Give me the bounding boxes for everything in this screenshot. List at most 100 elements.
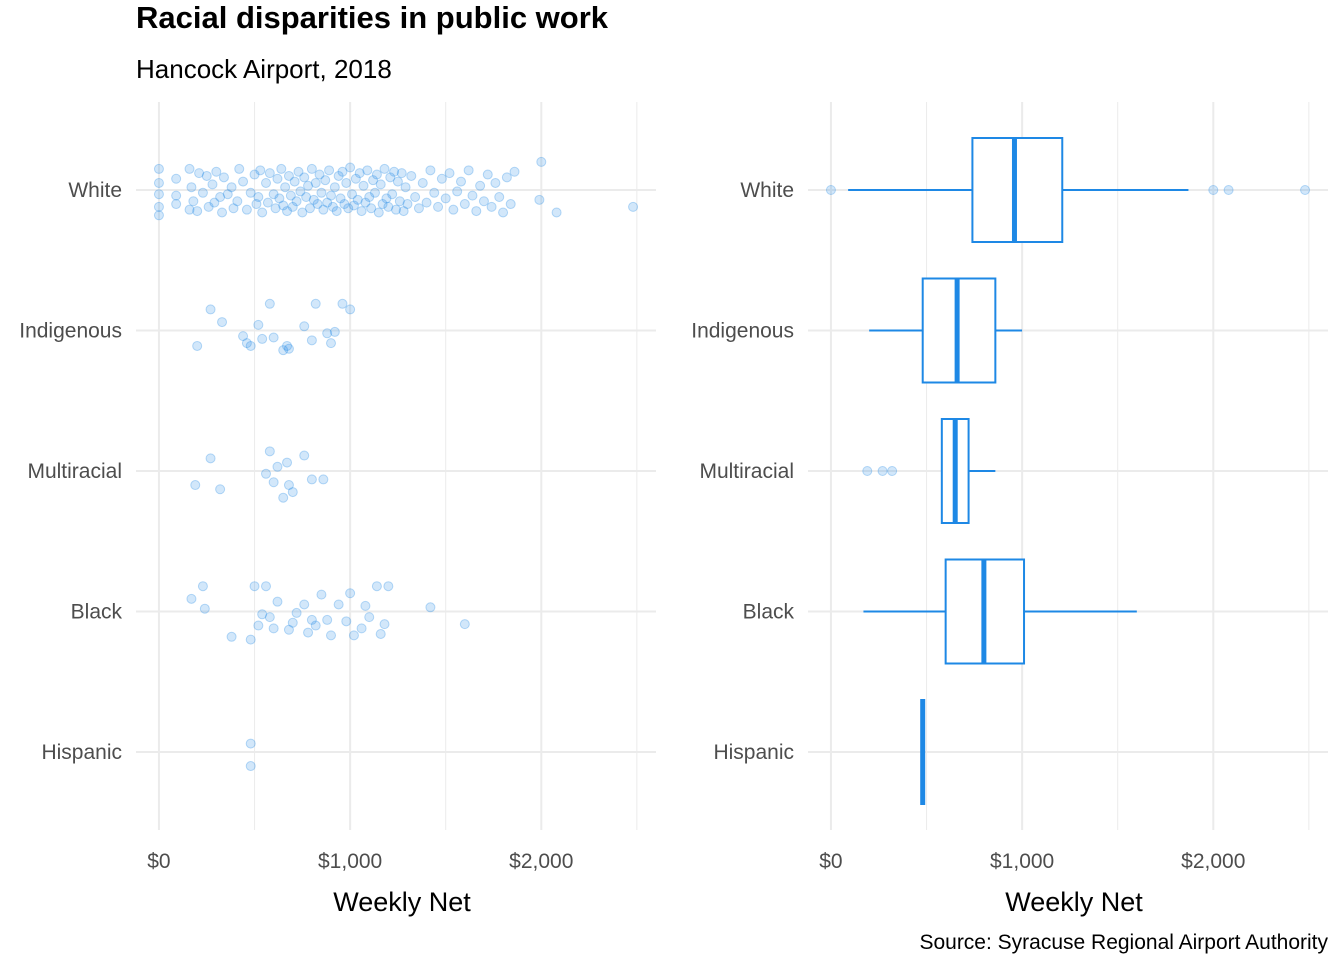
data-point xyxy=(467,190,478,201)
data-point xyxy=(303,180,314,191)
category-label: Indigenous xyxy=(691,320,794,343)
data-point xyxy=(348,630,359,641)
data-point xyxy=(190,480,201,491)
data-point xyxy=(283,170,294,181)
data-point xyxy=(335,193,346,204)
data-point xyxy=(326,190,336,201)
data-point xyxy=(322,614,333,625)
data-point xyxy=(433,201,444,212)
data-point xyxy=(251,199,262,210)
data-point xyxy=(283,480,294,491)
data-point xyxy=(299,321,310,332)
data-point xyxy=(171,199,182,210)
data-point xyxy=(153,189,164,200)
data-point xyxy=(536,156,547,167)
data-point xyxy=(245,761,256,772)
data-point xyxy=(348,200,359,211)
data-point xyxy=(379,163,390,174)
data-point xyxy=(345,162,356,173)
data-point xyxy=(274,193,285,204)
data-point xyxy=(306,335,317,346)
data-point xyxy=(306,614,317,625)
data-point xyxy=(377,199,388,210)
data-point xyxy=(282,206,293,217)
chart-title: Racial disparities in public work xyxy=(136,0,609,35)
data-point xyxy=(456,176,466,187)
category-label: Black xyxy=(71,601,123,624)
data-point xyxy=(253,319,264,330)
data-point xyxy=(199,603,210,614)
data-point xyxy=(326,338,336,349)
data-point xyxy=(257,609,268,620)
category-label: White xyxy=(68,179,122,202)
data-point xyxy=(245,187,256,198)
data-point xyxy=(354,168,365,179)
category-label: Black xyxy=(743,601,795,624)
data-point xyxy=(482,169,493,180)
data-point xyxy=(153,210,164,221)
data-point xyxy=(316,589,327,600)
data-point xyxy=(345,588,356,599)
data-point xyxy=(471,206,482,217)
data-point xyxy=(347,189,358,200)
chart-caption: Source: Syracuse Regional Airport Author… xyxy=(919,931,1328,954)
data-point xyxy=(375,628,386,639)
data-point xyxy=(238,176,249,187)
data-point xyxy=(245,340,256,351)
data-point xyxy=(392,176,403,187)
data-point xyxy=(184,204,195,215)
x-tick-label: $1,000 xyxy=(990,850,1054,873)
x-axis-title: Weekly Net xyxy=(333,887,471,917)
data-point xyxy=(282,340,293,351)
data-point xyxy=(249,581,260,592)
data-point xyxy=(222,189,233,200)
data-point xyxy=(475,180,486,191)
data-point xyxy=(278,200,289,211)
data-point xyxy=(278,345,289,356)
data-point xyxy=(207,179,218,190)
data-point xyxy=(192,340,203,351)
data-point xyxy=(192,206,203,217)
box-outlier xyxy=(825,185,836,195)
data-point xyxy=(324,165,335,176)
data-point xyxy=(387,189,398,200)
chart-subtitle: Hancock Airport, 2018 xyxy=(136,54,392,84)
data-point xyxy=(280,182,291,193)
data-point xyxy=(186,182,197,193)
data-point xyxy=(425,165,436,176)
data-point xyxy=(186,593,197,604)
data-point xyxy=(261,468,271,479)
data-point xyxy=(264,168,275,179)
data-point xyxy=(440,193,451,204)
data-point xyxy=(306,163,317,174)
data-point xyxy=(184,163,195,174)
data-point xyxy=(341,616,352,627)
data-point xyxy=(197,581,208,592)
boxplot-panel: $0 $1,000 $2,000 White Indigenous Multiracial… xyxy=(691,102,1328,917)
data-point xyxy=(389,166,400,177)
data-point xyxy=(362,165,373,176)
data-point xyxy=(379,619,390,630)
data-point xyxy=(318,204,329,215)
data-point xyxy=(291,196,302,207)
data-point xyxy=(287,201,298,212)
data-point xyxy=(360,600,371,611)
data-point xyxy=(339,199,350,210)
x-tick-label: $2,000 xyxy=(509,850,573,873)
data-point xyxy=(490,177,501,188)
data-point xyxy=(322,197,333,208)
data-point xyxy=(383,581,394,592)
data-point xyxy=(215,192,226,203)
data-point xyxy=(463,165,474,176)
data-point xyxy=(194,168,205,179)
data-point xyxy=(203,201,214,212)
category-label: Multiracial xyxy=(27,460,122,483)
data-point xyxy=(331,206,342,217)
data-point xyxy=(391,204,401,215)
data-point xyxy=(373,207,384,218)
data-point xyxy=(375,179,386,190)
data-point xyxy=(261,581,271,592)
data-point xyxy=(534,194,545,205)
data-point xyxy=(337,298,348,309)
data-point xyxy=(310,177,321,188)
